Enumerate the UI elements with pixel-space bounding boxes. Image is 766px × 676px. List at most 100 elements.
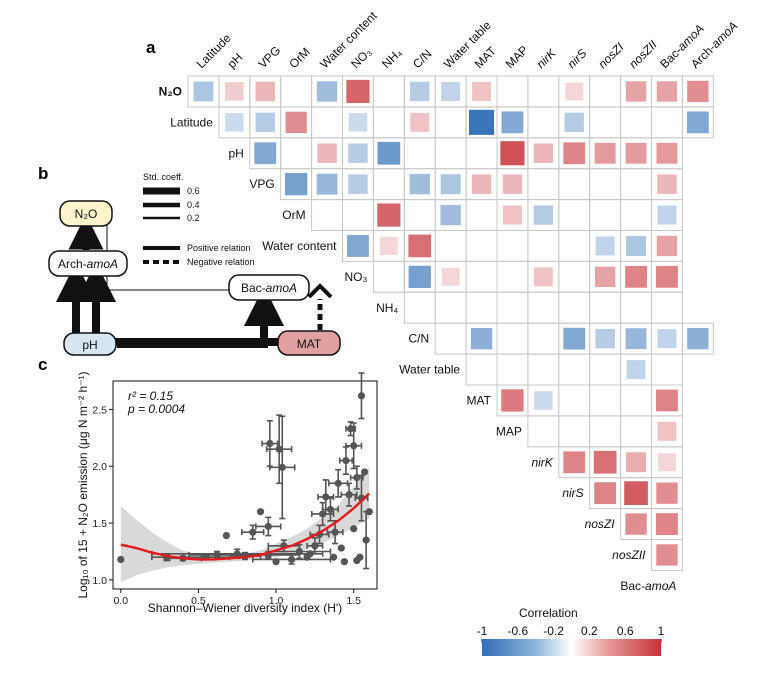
row-label: Water table bbox=[399, 363, 460, 377]
heatmap-cell bbox=[255, 81, 275, 102]
heatmap-cell bbox=[410, 81, 430, 102]
coef-label-02: 0.2 bbox=[187, 213, 200, 223]
point-marker bbox=[337, 544, 345, 552]
point-marker bbox=[295, 547, 303, 556]
heatmap-cell bbox=[534, 391, 553, 410]
heatmap-grid-cell bbox=[527, 168, 560, 201]
heatmap-cell bbox=[470, 327, 493, 350]
data-point bbox=[337, 544, 345, 552]
row-label: pH bbox=[228, 146, 243, 160]
heatmap-cell bbox=[563, 327, 586, 350]
node-bac-label: Bac-amoA bbox=[241, 281, 297, 295]
row-label: nirK bbox=[531, 455, 553, 469]
column-label: NO₃ bbox=[348, 45, 374, 71]
data-point bbox=[261, 419, 279, 468]
data-point bbox=[321, 497, 339, 522]
heatmap-cell bbox=[657, 421, 677, 441]
point-marker bbox=[213, 551, 221, 559]
heatmap-cell bbox=[469, 109, 495, 135]
heatmap-cell bbox=[410, 112, 430, 132]
node-mat bbox=[277, 330, 341, 356]
heatmap-grid-cell bbox=[372, 260, 405, 293]
heatmap-grid-cell bbox=[280, 137, 313, 170]
correlation-colorbar bbox=[482, 639, 661, 656]
correlation-tick-label: 0.2 bbox=[581, 624, 598, 638]
path-model: Std. coeff. 0.6 0.4 0.2 Positive relatio… bbox=[48, 172, 341, 356]
heatmap-grid-cell bbox=[434, 291, 467, 324]
point-marker bbox=[356, 553, 364, 561]
heatmap-grid-cell bbox=[589, 353, 622, 386]
column-label: nirK bbox=[534, 45, 560, 71]
heatmap-grid bbox=[187, 75, 714, 571]
heatmap-grid-cell bbox=[434, 106, 467, 139]
heatmap-cell bbox=[225, 82, 244, 101]
data-point bbox=[265, 414, 293, 485]
row-label: MAT bbox=[467, 393, 492, 407]
heatmap-grid-cell bbox=[527, 353, 560, 386]
data-point bbox=[340, 558, 348, 566]
row-label: OrM bbox=[282, 208, 305, 222]
heatmap-cell bbox=[440, 174, 461, 195]
panel-a-letter: a bbox=[146, 38, 156, 57]
point-marker bbox=[357, 392, 366, 400]
heatmap-grid-cell bbox=[434, 322, 467, 355]
data-point bbox=[317, 479, 335, 515]
heatmap-grid-cell bbox=[527, 322, 560, 355]
heatmap-grid-cell bbox=[558, 230, 591, 262]
point-marker bbox=[275, 445, 283, 453]
heatmap-cell bbox=[533, 143, 554, 163]
heatmap-cell bbox=[377, 203, 401, 227]
heatmap-grid-cell bbox=[651, 353, 683, 386]
heatmap-cell bbox=[408, 234, 432, 258]
heatmap-grid-cell bbox=[496, 291, 529, 324]
heatmap-cell bbox=[594, 142, 616, 164]
data-point bbox=[306, 537, 324, 555]
point-marker bbox=[365, 508, 373, 516]
row-label: MAP bbox=[496, 424, 522, 438]
heatmap-grid-cell bbox=[620, 168, 652, 201]
heatmap-grid-cell bbox=[342, 199, 374, 232]
y-tick-label: 1.5 bbox=[92, 518, 107, 530]
y-tick-label: 2.5 bbox=[92, 404, 107, 416]
heatmap-grid-cell bbox=[372, 75, 405, 108]
heatmap-grid-cell bbox=[527, 230, 560, 262]
heatmap-grid-cell bbox=[311, 199, 344, 232]
y-tick-label: 2.0 bbox=[92, 461, 107, 473]
point-marker bbox=[266, 439, 274, 448]
point-marker bbox=[326, 505, 335, 514]
heatmap-cell bbox=[500, 141, 525, 166]
x-axis-label: Shannon–Wiener diversity index (H') bbox=[148, 601, 342, 615]
heatmap-grid-cell bbox=[527, 291, 560, 324]
node-n2o bbox=[59, 200, 113, 227]
stat-p: p = 0.0004 bbox=[127, 402, 185, 416]
row-label: Bac-amoA bbox=[620, 579, 676, 593]
heatmap-cell bbox=[225, 113, 244, 132]
heatmap-grid-cell bbox=[558, 353, 591, 386]
heatmap-cell bbox=[625, 81, 647, 102]
column-label: MAT bbox=[472, 43, 500, 71]
row-label: VPG bbox=[249, 177, 274, 191]
data-point bbox=[357, 372, 366, 420]
heatmap-grid-cell bbox=[434, 230, 467, 262]
data-point bbox=[329, 553, 338, 561]
heatmap-cell bbox=[686, 111, 709, 134]
data-point bbox=[306, 550, 314, 558]
heatmap-cell bbox=[347, 235, 369, 257]
heatmap-grid-cell bbox=[589, 75, 622, 108]
heatmap-cell bbox=[563, 142, 586, 165]
coef-label-06: 0.6 bbox=[187, 186, 200, 196]
point-marker bbox=[350, 525, 358, 533]
heatmap-grid-cell bbox=[558, 415, 591, 448]
point-marker bbox=[362, 536, 370, 544]
heatmap-grid-cell bbox=[589, 106, 622, 139]
heatmap-grid-cell bbox=[465, 260, 498, 293]
heatmap-grid-cell bbox=[496, 230, 529, 262]
data-point bbox=[360, 468, 369, 476]
point-marker bbox=[319, 510, 327, 518]
heatmap-cell bbox=[625, 142, 647, 164]
heatmap-cell bbox=[441, 81, 461, 101]
data-point bbox=[362, 510, 370, 570]
heatmap-grid-cell bbox=[465, 353, 498, 386]
panel-c-letter: c bbox=[38, 355, 47, 374]
heatmap-cell bbox=[564, 112, 584, 133]
